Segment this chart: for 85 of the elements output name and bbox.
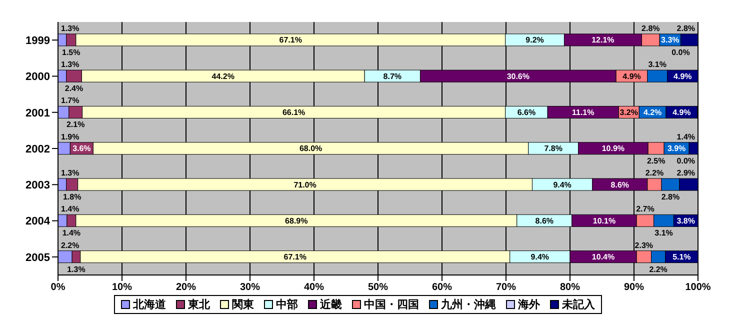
x-tick-label: 90% [624, 282, 644, 294]
data-label: 4.9% [672, 108, 691, 118]
legend-label: 海外 [517, 298, 540, 312]
data-label: 10.9% [602, 144, 625, 154]
data-label: 0.0% [676, 156, 695, 166]
y-tick-label: 2004 [26, 216, 51, 228]
legend-label: 九州・沖縄 [440, 298, 496, 312]
data-label: 44.2% [212, 72, 234, 81]
data-label: 5.1% [672, 252, 691, 262]
data-label: 1.3% [67, 264, 86, 274]
data-label: 2.2% [645, 168, 664, 178]
data-label: 3.1% [648, 60, 666, 70]
data-label: 8.7% [383, 72, 402, 81]
legend-label: 北海道 [132, 298, 166, 312]
data-label: 3.1% [654, 228, 673, 238]
data-label: 2.8% [642, 24, 660, 33]
x-tick-label: 10% [112, 282, 132, 294]
data-label: 9.4% [530, 252, 550, 262]
data-label: 11.1% [572, 108, 594, 118]
data-label: 68.9% [285, 216, 308, 226]
data-label: 9.2% [526, 36, 544, 45]
data-label: 2.2% [649, 264, 668, 274]
data-label: 3.8% [676, 216, 695, 226]
data-label: 12.1% [592, 36, 614, 45]
x-tick-label: 60% [432, 282, 452, 294]
x-tick-label: 50% [368, 282, 388, 294]
data-label: 30.6% [506, 72, 530, 81]
data-label: 1.4% [676, 132, 695, 142]
data-label: 68.0% [299, 144, 322, 154]
data-label: 2.8% [676, 24, 695, 33]
data-label: 6.6% [517, 108, 536, 118]
data-label: 67.1% [279, 36, 302, 45]
data-label: 1.4% [62, 228, 81, 238]
legend-label: 中部 [275, 298, 298, 312]
legend-label: 関東 [231, 298, 254, 312]
x-tick-label: 30% [240, 282, 260, 294]
x-tick-label: 40% [304, 282, 324, 294]
data-label: 1.3% [61, 24, 80, 33]
data-label: 67.1% [284, 252, 306, 262]
legend-label: 東北 [187, 298, 210, 312]
data-label: 2.5% [646, 156, 666, 166]
x-tick-label: 100% [685, 282, 711, 294]
data-label: 10.1% [592, 216, 616, 226]
data-label: 3.6% [72, 144, 91, 154]
y-tick-label: 2001 [26, 107, 50, 120]
data-label: 3.2% [620, 108, 638, 118]
data-label: 1.7% [61, 96, 80, 106]
data-label: 2.1% [66, 120, 85, 130]
legend-label: 未記入 [561, 298, 595, 312]
y-tick-label: 2003 [26, 180, 50, 192]
y-tick-label: 2000 [26, 71, 50, 84]
data-label: 4.9% [622, 72, 641, 81]
x-tick-label: 20% [176, 282, 196, 294]
legend-label: 近畿 [319, 298, 342, 312]
data-label: 0.0% [672, 48, 690, 57]
x-tick-label: 0% [50, 282, 66, 294]
y-tick-label: 1999 [26, 34, 50, 47]
data-label: 10.4% [592, 252, 615, 262]
data-label: 2.8% [661, 192, 680, 202]
data-label: 4.9% [674, 72, 692, 81]
y-tick-label: 2005 [26, 252, 50, 264]
data-label: 7.8% [544, 144, 562, 154]
data-label: 1.8% [62, 192, 82, 202]
data-label: 2.3% [634, 240, 654, 250]
data-label: 3.3% [661, 36, 680, 45]
y-tick-label: 2002 [26, 143, 50, 156]
data-label: 1.3% [61, 60, 80, 70]
data-label: 2.2% [61, 240, 80, 250]
legend-label: 中国・四国 [363, 298, 419, 312]
data-label: 4.2% [643, 108, 662, 118]
data-label: 8.6% [535, 216, 554, 226]
data-label: 71.0% [294, 180, 316, 190]
x-tick-label: 70% [496, 282, 516, 294]
data-label: 9.4% [553, 180, 572, 190]
data-label: 2.7% [636, 204, 654, 214]
data-label: 66.1% [282, 108, 306, 118]
data-label: 1.5% [62, 48, 80, 57]
data-label: 8.6% [610, 180, 630, 190]
data-label: 2.4% [64, 84, 84, 94]
data-label: 1.9% [61, 132, 80, 142]
x-tick-label: 80% [560, 282, 580, 294]
data-label: 2.9% [676, 168, 695, 178]
data-label: 3.9% [667, 144, 686, 154]
data-label: 1.4% [61, 204, 80, 214]
data-label: 1.3% [61, 168, 80, 178]
